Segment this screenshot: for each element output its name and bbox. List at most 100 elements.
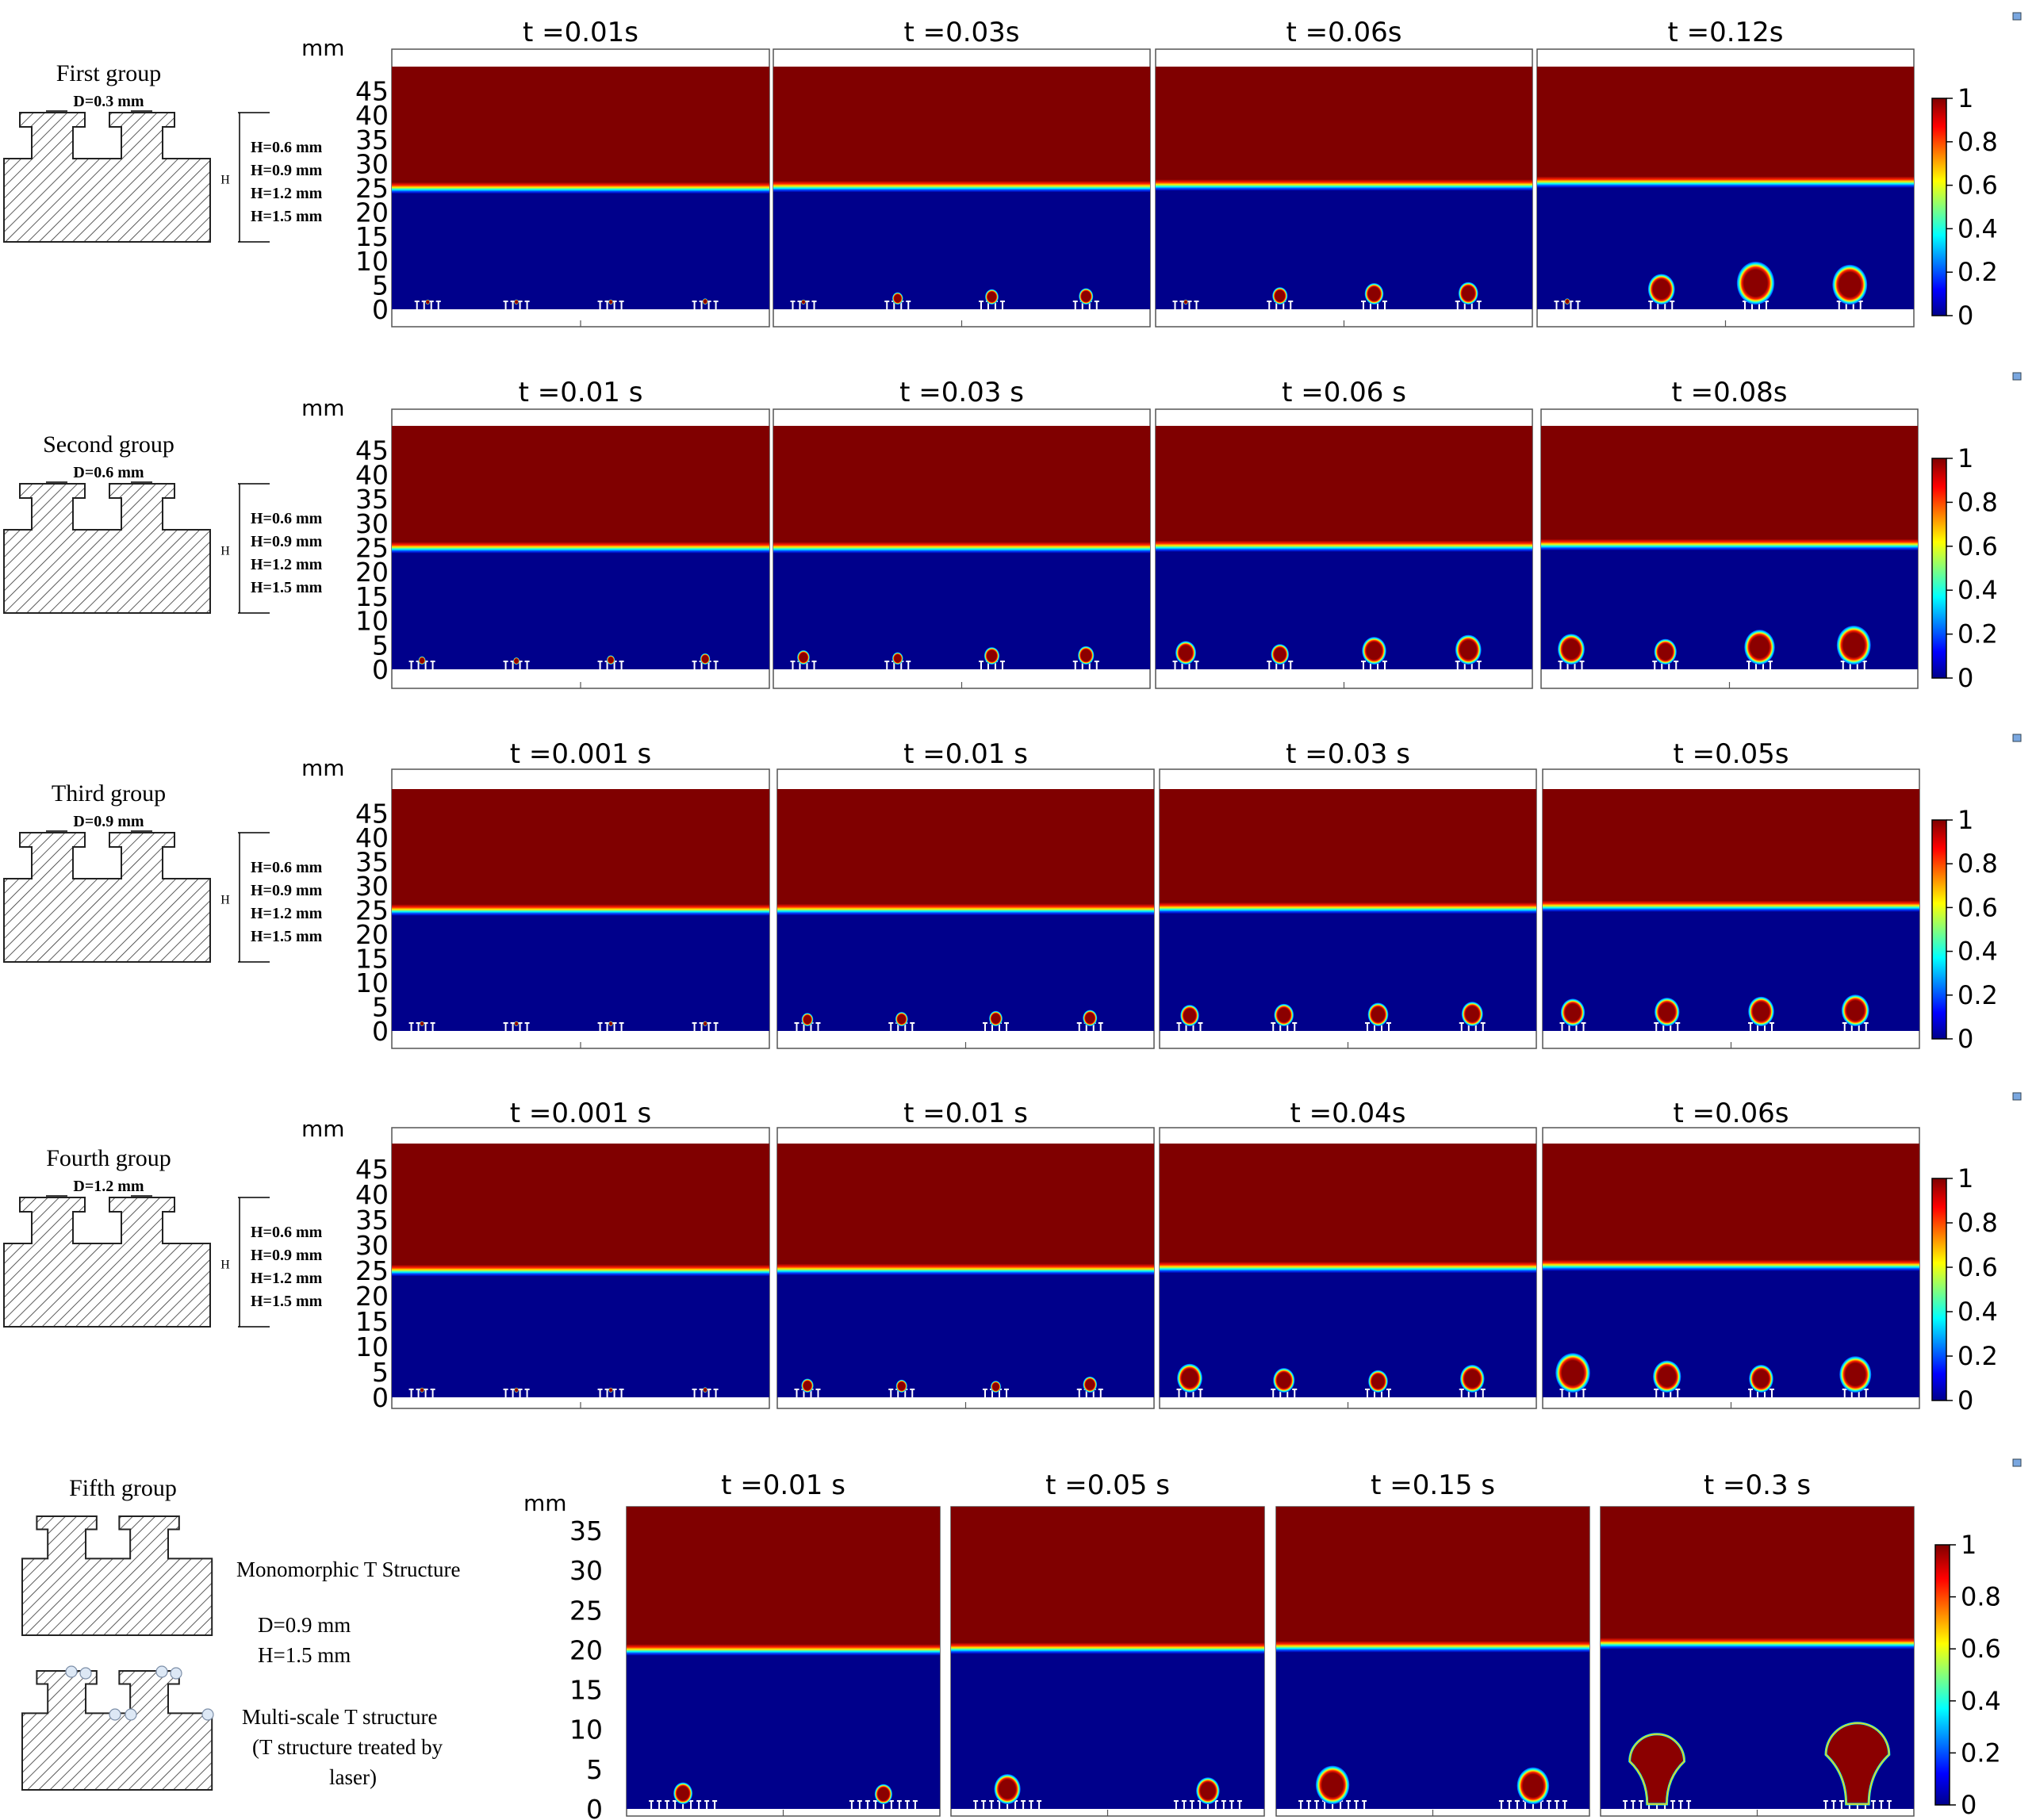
- lower-phase: [392, 547, 769, 669]
- simulation-panel-1: t =0.01 s: [391, 377, 770, 689]
- row-marker-icon: [2012, 1458, 2022, 1467]
- colorbar-tick-label: 1: [1957, 1163, 1973, 1194]
- schematic-h-label: H=0.6 mm: [251, 510, 323, 527]
- colorbar-tick-label: 0.6: [1957, 892, 1998, 922]
- interface-line: [1543, 900, 1919, 912]
- bubble: [1749, 1365, 1773, 1393]
- colorbar-tick-label: 0.2: [1957, 257, 1998, 287]
- y-tick-label: 10: [355, 967, 389, 998]
- y-tick-label: 30: [569, 1555, 603, 1586]
- bubble: [514, 1387, 519, 1393]
- upper-phase: [1543, 1144, 1919, 1266]
- dim-h-label: H: [220, 545, 230, 558]
- panel-time-label: t =0.01 s: [903, 738, 1028, 770]
- bubble: [1653, 1360, 1681, 1393]
- colorbar-tick-label: 1: [1957, 805, 1973, 835]
- bubble: [1078, 646, 1095, 665]
- schematic-title: Fifth group: [69, 1475, 177, 1501]
- bubble: [983, 647, 1000, 665]
- bubble: [702, 298, 708, 305]
- bubble: [991, 1381, 1001, 1393]
- y-tick-label: 30: [355, 508, 389, 539]
- panel-time-label: t =0.06s: [1673, 1098, 1789, 1129]
- colorbar-tick-label: 0.6: [1957, 531, 1998, 561]
- schematic-title: Third group: [52, 780, 166, 807]
- simulation-panel-2: t =0.03 s: [773, 377, 1151, 689]
- colorbar-tick-label: 0: [1961, 1790, 1977, 1820]
- upper-phase: [1160, 789, 1536, 909]
- schematic-block: Third group D=0.9 mm H H=0.6 mm H=0.9 mm H=1.…: [3, 780, 323, 963]
- schematic: [21, 1670, 213, 1791]
- interface-line: [1156, 540, 1532, 552]
- y-tick-label: 35: [355, 847, 389, 878]
- bubble: [1367, 1002, 1389, 1027]
- colorbar: 0 0.2 0.4 0.6 0.8 1: [1931, 1092, 2022, 1416]
- colorbar-gradient: [1934, 1544, 1950, 1806]
- lower-phase: [773, 547, 1150, 669]
- bubble: [1558, 634, 1585, 665]
- bubble: [1175, 641, 1196, 665]
- simulation-panel-4: t =0.08s: [1540, 377, 1919, 689]
- colorbar-tick-label: 1: [1957, 443, 1973, 473]
- y-tick-label: 5: [372, 992, 389, 1023]
- schematic-block: Second group D=0.6 mm H H=0.6 mm H=0.9 mm H=1…: [3, 431, 323, 614]
- schematic-caption: Monomorphic T Structure: [236, 1558, 460, 1581]
- y-unit-label: mm: [301, 395, 345, 421]
- droplet-icon: [79, 1667, 92, 1680]
- bubble: [425, 299, 430, 305]
- simulation-panel-3: t =0.03 s: [1159, 738, 1537, 1049]
- t-structure-profile: [21, 1515, 213, 1636]
- simulation-panel-3: t =0.06s: [1155, 17, 1533, 328]
- simulation-panel-4: t =0.05s: [1542, 738, 1920, 1049]
- y-tick-label: 5: [372, 1357, 389, 1388]
- droplet-icon: [65, 1665, 78, 1678]
- y-tick-label: 15: [355, 1306, 389, 1337]
- simulation-panel-1: t =0.001 s: [391, 738, 770, 1049]
- y-unit-label: mm: [523, 1490, 567, 1516]
- schematic-h-label: H=0.9 mm: [251, 882, 323, 899]
- interface-line: [1543, 1259, 1919, 1271]
- panel-time-label: t =0.12s: [1667, 17, 1783, 48]
- upper-phase: [1537, 67, 1914, 182]
- bubble: [1271, 644, 1290, 665]
- y-unit-label: mm: [301, 35, 345, 61]
- bubble: [1654, 638, 1677, 665]
- colorbar-tick-label: 0.8: [1957, 127, 1998, 157]
- lower-phase: [777, 909, 1154, 1031]
- upper-phase: [777, 1144, 1154, 1270]
- t-structure-profile: [21, 1670, 213, 1791]
- y-tick-label: 35: [355, 125, 389, 155]
- y-tick-label: 15: [569, 1675, 603, 1706]
- schematic-caption: Multi-scale T structure: [242, 1705, 437, 1729]
- schematic-h-label: H=1.2 mm: [251, 556, 323, 573]
- upper-phase: [1601, 1507, 1914, 1644]
- y-tick-label: 35: [355, 484, 389, 515]
- schematic-h-label: H=0.6 mm: [251, 859, 323, 876]
- schematic-h-label: H=1.5 mm: [251, 1293, 323, 1310]
- upper-phase: [627, 1507, 940, 1650]
- bubble: [1744, 630, 1775, 665]
- interface-line: [1160, 902, 1536, 914]
- schematic-d-label: D=1.2 mm: [73, 1178, 144, 1195]
- y-tick-label: 20: [569, 1634, 603, 1665]
- bubble: [1647, 274, 1675, 305]
- panel-time-label: t =0.05 s: [1045, 1469, 1170, 1501]
- colorbar: 0 0.2 0.4 0.6 0.8 1: [1931, 12, 2022, 331]
- colorbar-tick-label: 0.4: [1957, 1297, 1998, 1327]
- row-marker-icon: [2012, 12, 2022, 21]
- bubble: [895, 1379, 907, 1393]
- simulation-panel-3: t =0.15 s: [1275, 1469, 1590, 1817]
- bubble: [1362, 637, 1386, 665]
- y-tick-label: 0: [586, 1794, 603, 1820]
- y-tick-label: 10: [355, 606, 389, 637]
- bubble: [1836, 626, 1871, 665]
- panel-time-label: t =0.01 s: [721, 1469, 845, 1501]
- dim-h-label: H: [220, 174, 230, 187]
- panel-time-label: t =0.05s: [1673, 738, 1789, 770]
- upper-phase: [1156, 67, 1532, 186]
- bubble: [1196, 1777, 1220, 1804]
- upper-phase: [392, 67, 769, 188]
